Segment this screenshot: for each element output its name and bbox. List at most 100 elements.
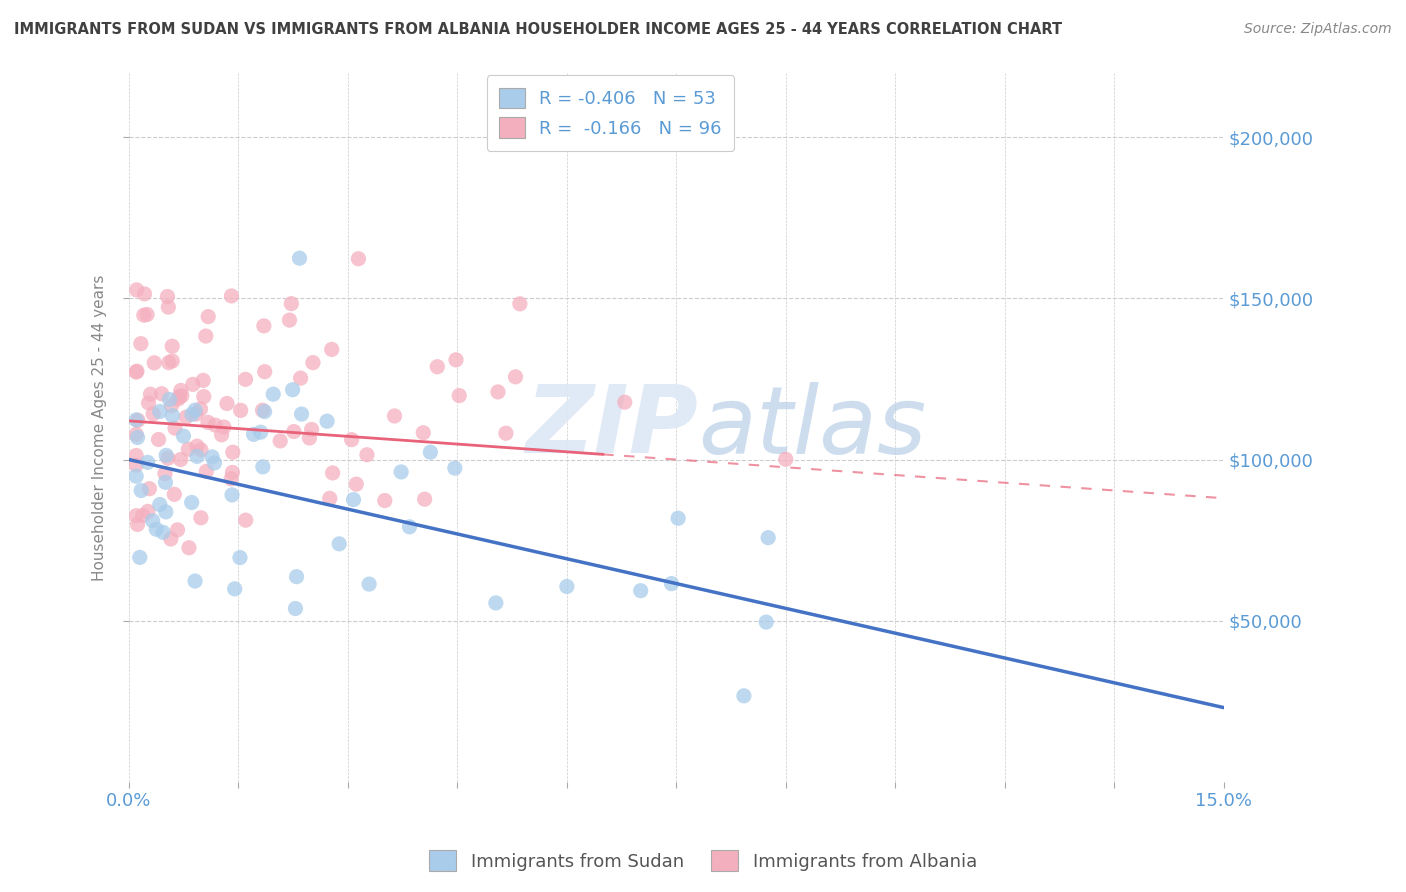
Point	[150, 386, 173, 401]
Point	[157, 300, 180, 314]
Point	[190, 401, 212, 416]
Point	[195, 464, 218, 478]
Point	[229, 550, 252, 565]
Point	[181, 377, 204, 392]
Point	[138, 396, 160, 410]
Point	[302, 356, 325, 370]
Point	[755, 615, 778, 629]
Point	[148, 433, 170, 447]
Point	[413, 492, 436, 507]
Point	[319, 491, 342, 506]
Point	[374, 493, 396, 508]
Point	[194, 329, 217, 343]
Point	[166, 523, 188, 537]
Point	[630, 583, 652, 598]
Point	[426, 359, 449, 374]
Point	[136, 308, 159, 322]
Point	[128, 550, 150, 565]
Point	[229, 403, 252, 417]
Point	[219, 472, 242, 486]
Point	[127, 430, 149, 444]
Point	[180, 407, 202, 421]
Point	[252, 403, 274, 417]
Point	[149, 498, 172, 512]
Point	[221, 488, 243, 502]
Point	[359, 577, 381, 591]
Point	[156, 289, 179, 303]
Point	[356, 448, 378, 462]
Point	[155, 475, 177, 490]
Point	[262, 387, 284, 401]
Point	[252, 459, 274, 474]
Point	[134, 287, 156, 301]
Point	[136, 455, 159, 469]
Point	[129, 336, 152, 351]
Point	[186, 450, 208, 464]
Point	[155, 448, 177, 462]
Point	[139, 387, 162, 401]
Point	[190, 511, 212, 525]
Point	[197, 416, 219, 430]
Point	[316, 414, 339, 428]
Point	[163, 487, 186, 501]
Point	[153, 467, 176, 481]
Point	[253, 365, 276, 379]
Point	[132, 508, 155, 523]
Point	[775, 452, 797, 467]
Point	[495, 426, 517, 441]
Point	[344, 477, 367, 491]
Point	[162, 409, 184, 423]
Point	[145, 522, 167, 536]
Point	[125, 458, 148, 472]
Point	[389, 465, 412, 479]
Point	[661, 576, 683, 591]
Point	[125, 283, 148, 297]
Point	[342, 492, 364, 507]
Point	[149, 404, 172, 418]
Point	[288, 251, 311, 265]
Point	[221, 466, 243, 480]
Point	[278, 313, 301, 327]
Point	[269, 434, 291, 448]
Point	[485, 596, 508, 610]
Point	[197, 310, 219, 324]
Point	[204, 418, 226, 433]
Point	[249, 425, 271, 440]
Point	[284, 601, 307, 615]
Point	[212, 420, 235, 434]
Text: atlas: atlas	[699, 382, 927, 473]
Point	[142, 407, 165, 421]
Point	[242, 427, 264, 442]
Point	[177, 541, 200, 555]
Text: Source: ZipAtlas.com: Source: ZipAtlas.com	[1244, 22, 1392, 37]
Point	[191, 373, 214, 387]
Point	[125, 449, 148, 463]
Point	[193, 390, 215, 404]
Point	[143, 356, 166, 370]
Point	[170, 452, 193, 467]
Text: ZIP: ZIP	[526, 382, 699, 474]
Point	[419, 445, 441, 459]
Point	[174, 410, 197, 425]
Point	[127, 517, 149, 532]
Point	[127, 413, 149, 427]
Point	[347, 252, 370, 266]
Point	[125, 427, 148, 442]
Point	[170, 384, 193, 398]
Point	[155, 505, 177, 519]
Point	[160, 354, 183, 368]
Point	[253, 318, 276, 333]
Point	[235, 372, 257, 386]
Point	[221, 289, 243, 303]
Legend: R = -0.406   N = 53, R =  -0.166   N = 96: R = -0.406 N = 53, R = -0.166 N = 96	[486, 75, 734, 151]
Text: IMMIGRANTS FROM SUDAN VS IMMIGRANTS FROM ALBANIA HOUSEHOLDER INCOME AGES 25 - 44: IMMIGRANTS FROM SUDAN VS IMMIGRANTS FROM…	[14, 22, 1062, 37]
Point	[177, 442, 200, 457]
Point	[340, 433, 363, 447]
Point	[184, 574, 207, 588]
Point	[160, 399, 183, 413]
Point	[152, 525, 174, 540]
Point	[505, 369, 527, 384]
Point	[555, 579, 578, 593]
Point	[167, 392, 190, 406]
Point	[666, 511, 689, 525]
